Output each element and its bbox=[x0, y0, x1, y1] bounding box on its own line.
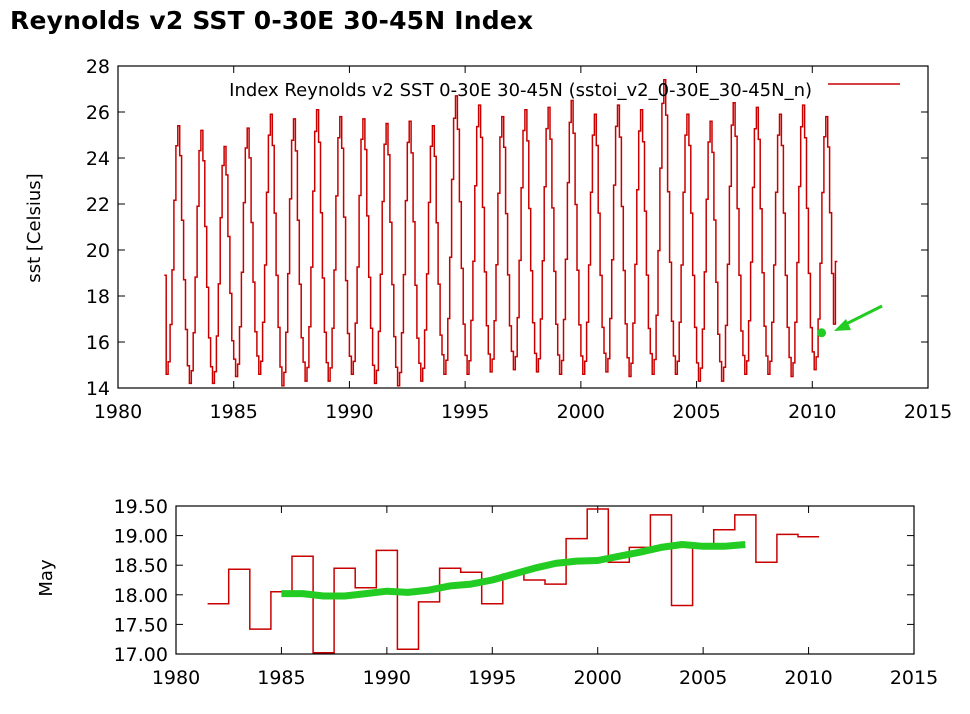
green-arrow-annotation bbox=[834, 304, 883, 331]
monthly-sst-series-line bbox=[164, 79, 838, 387]
x-tick-label: 2010 bbox=[788, 401, 836, 423]
x-tick-label: 2005 bbox=[679, 667, 727, 689]
y-tick-label: 28 bbox=[86, 56, 110, 78]
x-tick-label: 1990 bbox=[325, 401, 373, 423]
y-tick-label: 18.00 bbox=[114, 585, 168, 607]
smoothed-trend-line bbox=[281, 541, 746, 600]
y-tick-label: 16 bbox=[86, 332, 110, 354]
x-tick-label: 2005 bbox=[672, 401, 720, 423]
x-tick-label: 1980 bbox=[152, 667, 200, 689]
y-tick-label: 19.00 bbox=[114, 526, 168, 548]
x-tick-label: 2010 bbox=[784, 667, 832, 689]
y-axis-label: sst [Celsius] bbox=[24, 173, 45, 282]
x-tick-label: 1990 bbox=[363, 667, 411, 689]
monthly-sst-chart: 1980 1985 1990 1995 2000 2005 2010 2015 14 16 18 20… bbox=[24, 56, 952, 423]
y-tick-label: 24 bbox=[86, 148, 110, 170]
x-tick-label: 1995 bbox=[468, 667, 516, 689]
y-tick-label: 17.00 bbox=[114, 644, 168, 666]
x-tick-label: 1980 bbox=[94, 401, 142, 423]
y-tick-label: 14 bbox=[86, 378, 110, 400]
y-tick-label: 20 bbox=[86, 240, 110, 262]
x-tick-label: 1985 bbox=[257, 667, 305, 689]
y-tick-label: 18 bbox=[86, 286, 110, 308]
legend-entry: Index Reynolds v2 SST 0-30E 30-45N (ssto… bbox=[229, 80, 812, 101]
y-tick-label: 26 bbox=[86, 102, 110, 124]
x-tick-label: 2000 bbox=[574, 667, 622, 689]
may-sst-series-line bbox=[207, 508, 820, 654]
highlight-point bbox=[817, 328, 827, 338]
x-tick-label: 1985 bbox=[210, 401, 258, 423]
x-tick-label: 1995 bbox=[441, 401, 489, 423]
y-tick-label: 22 bbox=[86, 194, 110, 216]
page-title: Reynolds v2 SST 0-30E 30-45N Index bbox=[10, 6, 534, 35]
y-tick-label: 17.50 bbox=[114, 614, 168, 636]
may-sst-chart: 1980 1985 1990 1995 2000 2005 2010 2015 17.00 17.… bbox=[36, 496, 938, 689]
x-tick-label: 2015 bbox=[890, 667, 938, 689]
plot-frame bbox=[117, 65, 929, 389]
plot-frame bbox=[175, 505, 915, 655]
y-tick-label: 18.50 bbox=[114, 555, 168, 577]
y-tick-label: 19.50 bbox=[114, 496, 168, 518]
legend: Index Reynolds v2 SST 0-30E 30-45N (ssto… bbox=[229, 80, 900, 101]
x-tick-label: 2000 bbox=[557, 401, 605, 423]
x-tick-label: 2015 bbox=[904, 401, 952, 423]
y-axis-label: May bbox=[36, 559, 57, 597]
